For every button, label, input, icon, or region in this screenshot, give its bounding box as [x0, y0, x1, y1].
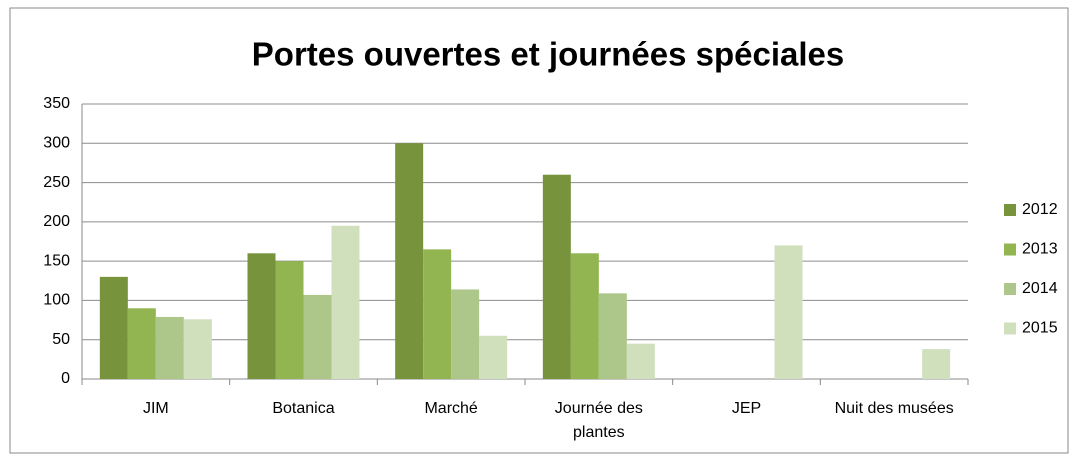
y-tick-label: 50: [52, 331, 70, 348]
y-tick-label: 250: [43, 174, 70, 191]
legend-label: 2012: [1022, 201, 1058, 218]
legend-swatch: [1004, 283, 1016, 295]
x-tick-label: JIM: [142, 400, 169, 417]
bar: [99, 276, 128, 379]
x-tick-label: Journée des plantes: [554, 400, 643, 441]
bar: [598, 293, 627, 379]
chart-title: Portes ouvertes et journées spéciales: [252, 36, 844, 73]
bar: [183, 319, 212, 379]
bar: [127, 308, 156, 379]
bar: [570, 253, 599, 379]
bar: [155, 316, 184, 379]
bar: [774, 245, 803, 379]
y-tick-label: 150: [43, 252, 70, 269]
bar: [542, 174, 571, 379]
legend-label: 2015: [1022, 320, 1058, 337]
legend-label: 2013: [1022, 241, 1058, 258]
bar: [626, 343, 655, 379]
x-tick-label: Marché: [424, 400, 478, 417]
bar: [331, 225, 360, 379]
y-tick-label: 350: [43, 95, 70, 112]
legend-swatch: [1004, 204, 1016, 216]
legend-swatch: [1004, 243, 1016, 256]
bar: [275, 261, 304, 379]
y-tick-label: 300: [43, 135, 70, 152]
y-tick-label: 100: [43, 292, 70, 309]
bar: [451, 289, 480, 379]
bar: [247, 253, 276, 379]
x-tick-label: Botanica: [272, 400, 335, 417]
y-tick-label: 200: [43, 213, 70, 230]
bar: [922, 349, 951, 379]
bar: [479, 335, 508, 379]
bar: [423, 249, 452, 379]
x-tick-label: Nuit des musées: [834, 400, 954, 417]
chart-border: [9, 7, 1069, 454]
y-tick-label: 0: [61, 370, 70, 387]
bar: [395, 143, 424, 379]
legend-swatch: [1004, 322, 1016, 335]
bar: [303, 294, 332, 379]
x-tick-label: JEP: [731, 400, 762, 417]
legend-label: 2014: [1022, 280, 1058, 297]
